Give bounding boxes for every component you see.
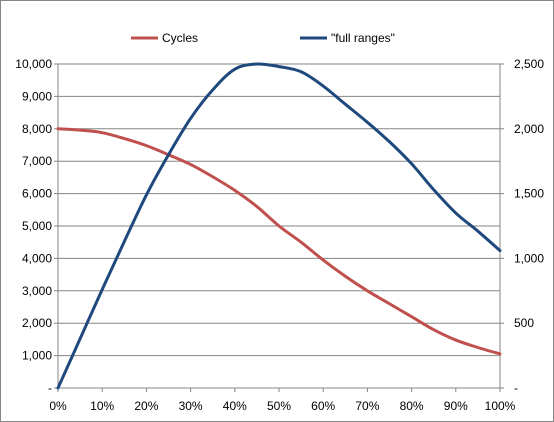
right-y-tick-label: 1,000	[514, 251, 544, 265]
legend: Cycles "full ranges"	[131, 31, 395, 45]
right-y-tick-label: 2,500	[514, 57, 544, 71]
x-tick-label: 90%	[444, 399, 468, 413]
right-y-tick-label: 2,000	[514, 122, 544, 136]
series-lines	[56, 62, 502, 390]
left-y-tick-label: 7,000	[22, 154, 52, 168]
series-line-full-ranges	[56, 62, 502, 390]
x-tick-label: 50%	[267, 399, 291, 413]
x-tick-label: 30%	[179, 399, 203, 413]
left-y-tick-label: -	[48, 381, 52, 395]
legend-label-full-ranges: "full ranges"	[331, 31, 395, 45]
x-axis-ticks: 0% 10% 20% 30% 40% 50% 60% 70% 80% 90% 100%	[49, 399, 515, 413]
series-line-cycles	[56, 127, 502, 356]
x-tick-label: 20%	[134, 399, 158, 413]
x-tick-label: 40%	[223, 399, 247, 413]
left-y-tick-label: 9,000	[22, 89, 52, 103]
right-y-axis-ticks: - 500 1,000 1,500 2,000 2,500	[514, 57, 544, 395]
x-tick-label: 80%	[400, 399, 424, 413]
x-tick-label: 0%	[49, 399, 67, 413]
left-y-tick-label: 8,000	[22, 122, 52, 136]
x-tick-label: 10%	[90, 399, 114, 413]
left-y-tick-label: 1,000	[22, 349, 52, 363]
left-y-tick-label: 5,000	[22, 219, 52, 233]
x-tick-label: 60%	[311, 399, 335, 413]
legend-label-cycles: Cycles	[162, 31, 198, 45]
right-y-tick-label: 1,500	[514, 187, 544, 201]
left-y-axis-ticks: - 1,000 2,000 3,000 4,000 5,000 6,000 7,000 8,00…	[15, 57, 52, 395]
left-y-tick-label: 2,000	[22, 316, 52, 330]
x-tick-label: 100%	[485, 399, 516, 413]
left-y-tick-label: 4,000	[22, 251, 52, 265]
right-y-tick-label: -	[514, 381, 518, 395]
gridlines	[58, 63, 500, 357]
x-tick-label: 70%	[355, 399, 379, 413]
left-y-tick-label: 6,000	[22, 187, 52, 201]
right-y-tick-label: 500	[514, 316, 534, 330]
left-y-tick-label: 3,000	[22, 284, 52, 298]
left-y-tick-label: 10,000	[15, 57, 52, 71]
axes	[54, 63, 504, 392]
